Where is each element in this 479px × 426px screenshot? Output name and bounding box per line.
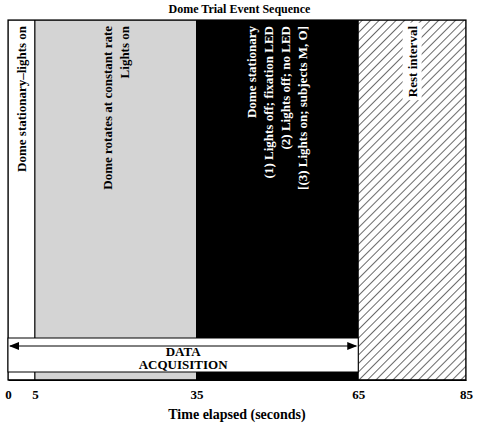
- segment-label-group: Dome rotates at constant rateLights on: [100, 25, 132, 189]
- segment-label: Dome stationary: [244, 26, 259, 119]
- timeline-chart: Dome Trial Event Sequence Dome stationary…: [0, 0, 479, 426]
- segment-label-group: Dome stationary–lights on: [14, 25, 29, 172]
- x-axis-line: [9, 380, 467, 381]
- segment: [197, 20, 359, 380]
- annotation-arrowhead: [347, 342, 357, 350]
- segment-label-group: Rest interval: [403, 23, 422, 101]
- x-tick-label: 35: [191, 387, 205, 402]
- segment-label: (1) Lights off; fixation LED: [261, 26, 276, 178]
- annotation-arrowhead: [9, 342, 19, 350]
- segment-label: Dome rotates at constant rate: [100, 26, 115, 190]
- chart-title: Dome Trial Event Sequence: [169, 2, 312, 16]
- annotation-box: [8, 338, 358, 372]
- segment: [358, 20, 466, 380]
- segment-label: [(3) Lights on; subjects M, O]: [295, 26, 310, 190]
- x-axis-title: Time elapsed (seconds): [168, 407, 306, 423]
- plot-frame: [8, 20, 466, 380]
- annotation-text: ACQUISITION: [139, 357, 228, 372]
- x-tick: 65: [352, 380, 366, 402]
- segment-label: Dome stationary–lights on: [14, 25, 29, 172]
- x-tick: 35: [191, 380, 205, 402]
- segment-labels: Dome stationary–lights on Dome rotates at…: [14, 23, 422, 190]
- segment-label: Rest interval: [405, 26, 420, 98]
- x-tick-label: 0: [5, 387, 12, 402]
- label-background: [403, 23, 422, 101]
- segment: [8, 20, 35, 380]
- annotation: DATAACQUISITION: [8, 338, 358, 372]
- x-tick-label: 5: [32, 387, 39, 402]
- segment-label-group: Dome stationary(1) Lights off; fixation …: [244, 26, 310, 190]
- x-tick: 5: [32, 380, 39, 402]
- segment-label: (2) Lights off; no LED: [278, 26, 293, 150]
- plot-area: [8, 20, 466, 380]
- segment: [35, 20, 197, 380]
- segment-label: Lights on: [117, 25, 132, 78]
- x-axis: 0 5 35 65 85: [5, 380, 473, 402]
- x-tick-label: 85: [460, 387, 474, 402]
- x-tick-label: 65: [352, 387, 366, 402]
- x-tick: 0: [5, 380, 12, 402]
- x-tick: 85: [460, 380, 474, 402]
